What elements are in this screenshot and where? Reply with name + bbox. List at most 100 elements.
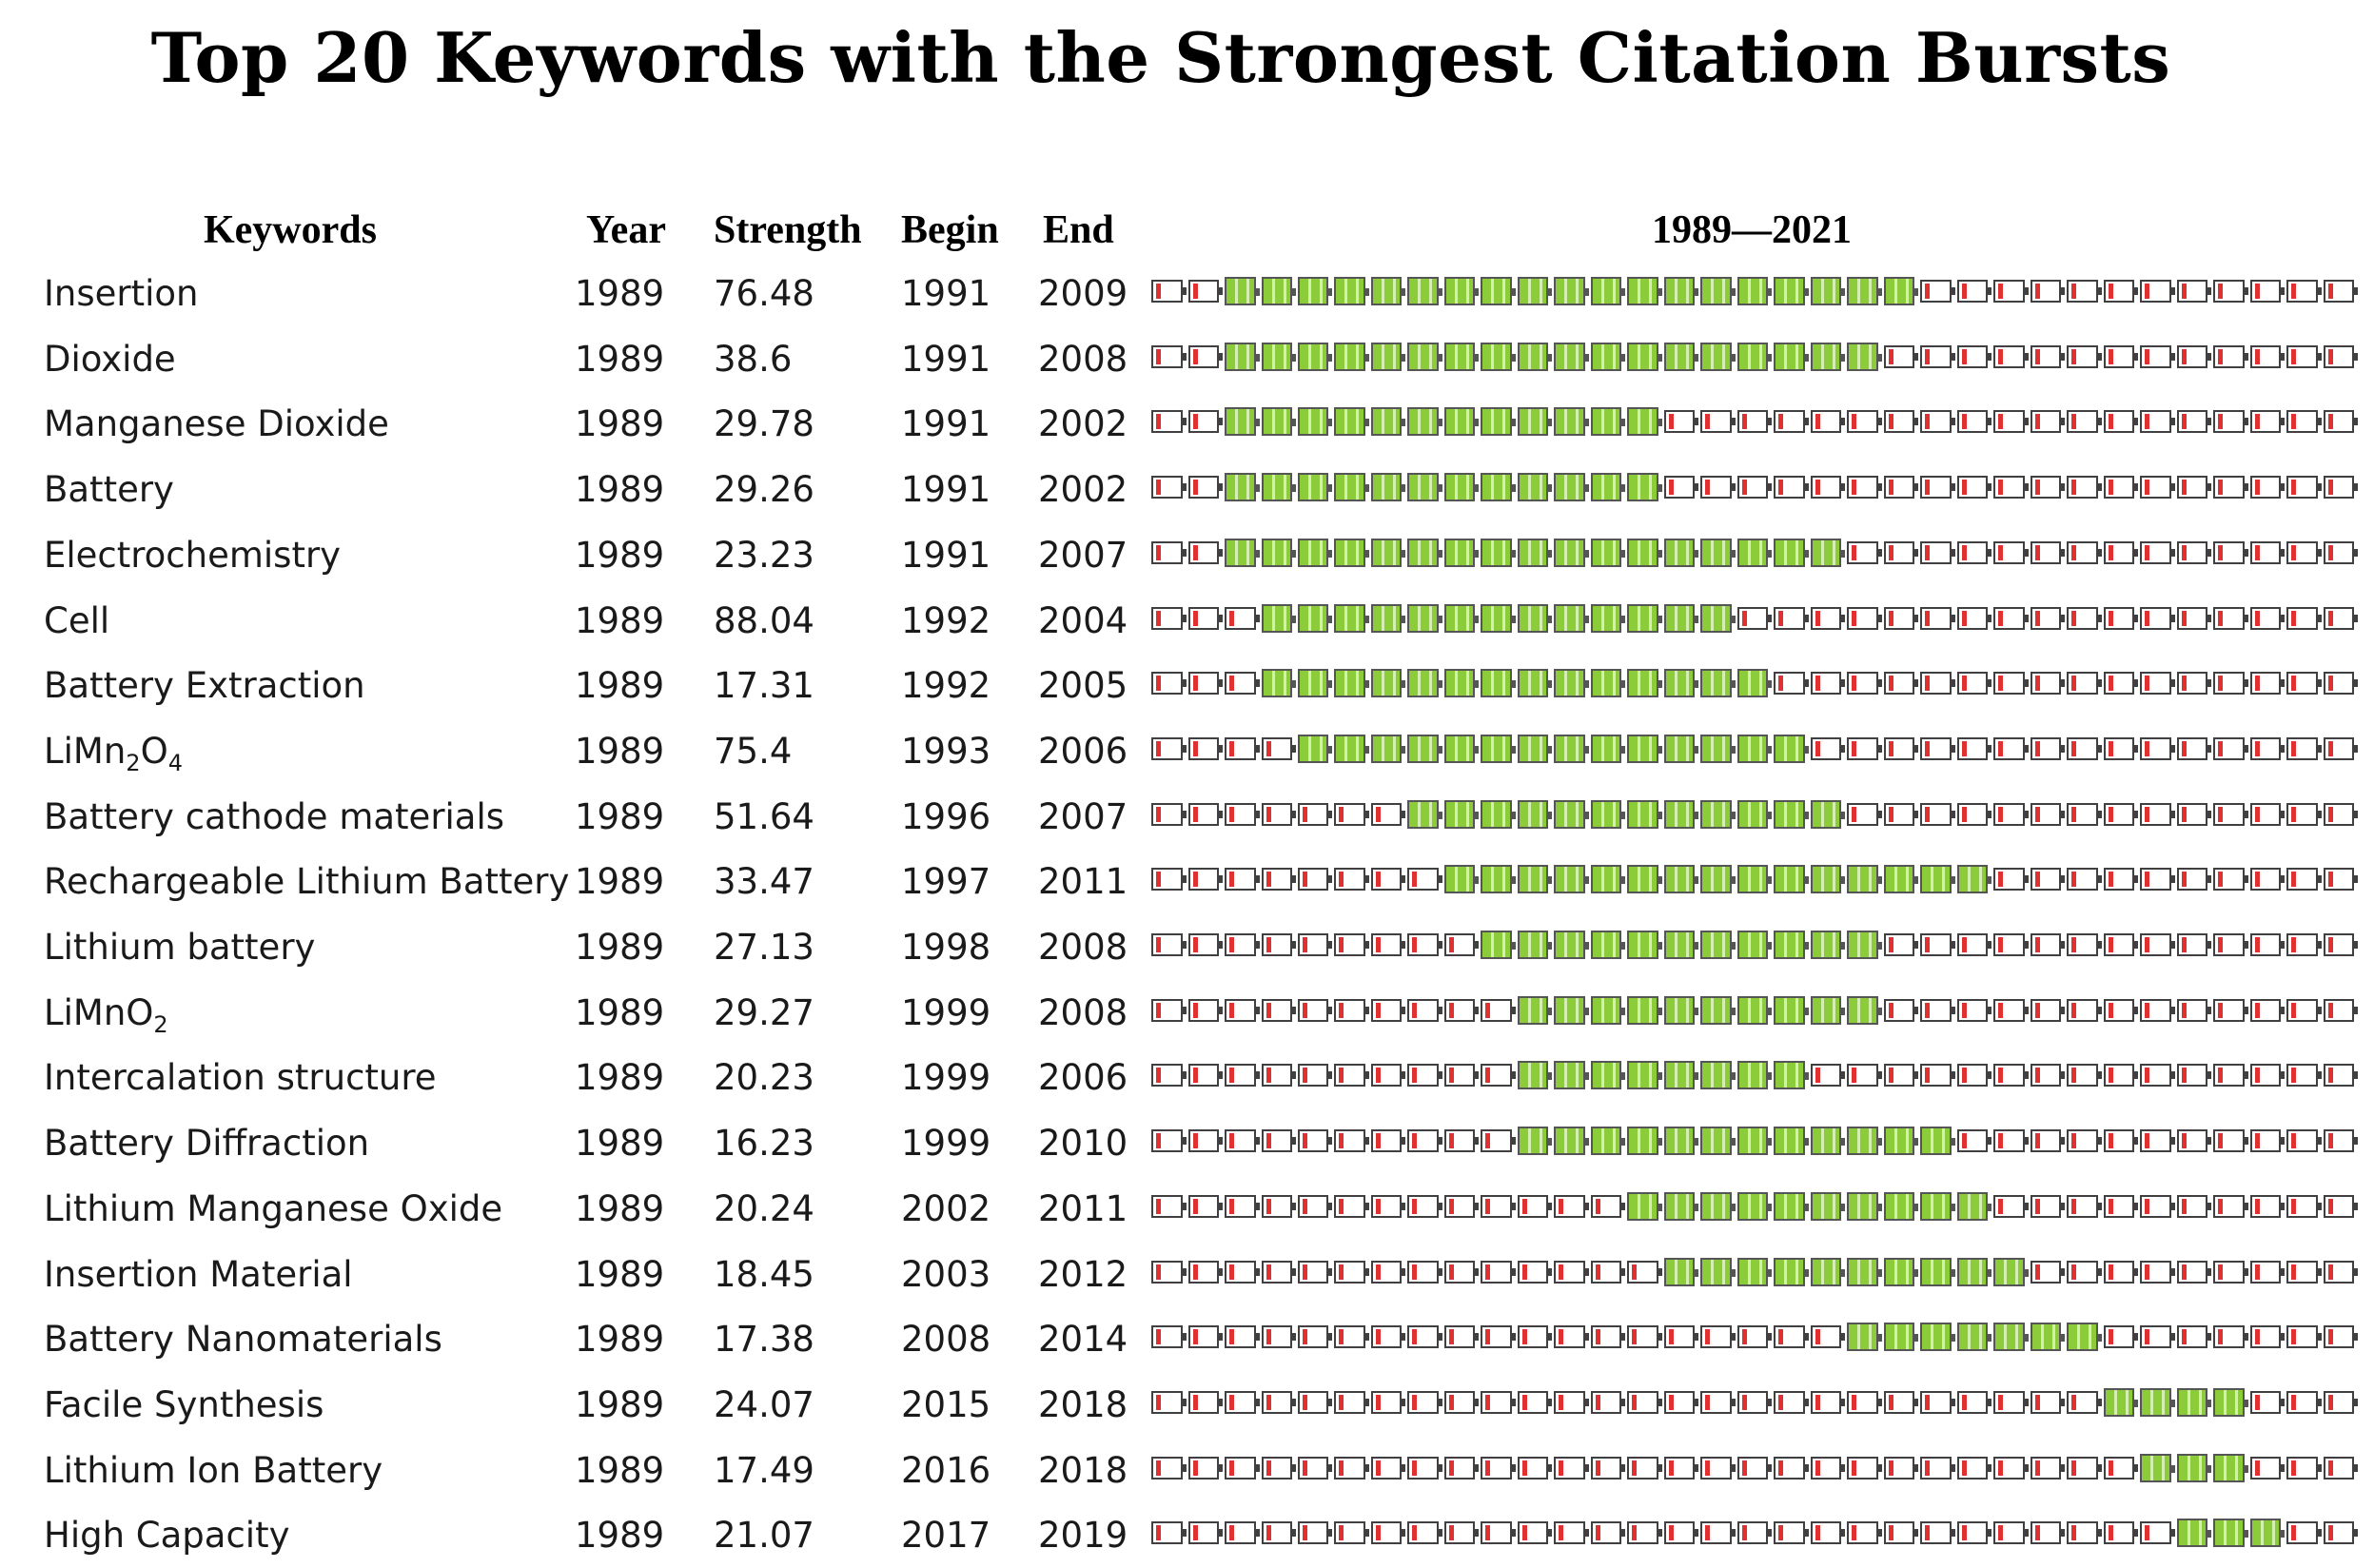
battery-terminal [1584, 419, 1589, 427]
inactive-year-cell [2030, 540, 2066, 564]
low-charge-mark [1961, 610, 1967, 626]
battery-terminal [2061, 1398, 2066, 1406]
low-charge-mark [1339, 1198, 1344, 1214]
battery-terminal [2170, 1399, 2175, 1407]
inactive-year-cell [1700, 1390, 1736, 1414]
battery-terminal [1695, 288, 1699, 296]
begin-cell: 1991 [901, 469, 991, 511]
battery-terminal [1475, 1137, 1480, 1146]
burst-year-cell [1590, 799, 1626, 829]
battery-terminal [2170, 1071, 2175, 1080]
low-charge-mark [2071, 1460, 2077, 1476]
battery-terminal [1731, 615, 1736, 623]
burst-year-cell [1590, 603, 1626, 633]
low-charge-mark [2071, 544, 2077, 560]
year-cell: 1989 [575, 1057, 665, 1099]
battery-terminal [1841, 1333, 1846, 1342]
inactive-year-cell [1663, 410, 1699, 434]
battery-terminal [1292, 941, 1296, 949]
low-charge-mark [1412, 937, 1418, 952]
inactive-year-cell [2030, 1129, 2066, 1153]
battery-terminal [1255, 614, 1260, 622]
battery-terminal [2207, 1464, 2212, 1473]
battery-terminal [2354, 352, 2358, 361]
low-charge-mark [1888, 806, 1893, 822]
burst-year-cell [1225, 342, 1260, 371]
battery-terminal [2244, 941, 2248, 949]
battery-terminal [1438, 419, 1442, 427]
battery-terminal [1584, 1463, 1589, 1472]
burst-year-cell [1590, 734, 1626, 763]
inactive-year-cell [1407, 1129, 1442, 1153]
battery-terminal [1402, 941, 1406, 949]
battery-terminal [2170, 744, 2175, 753]
inactive-year-cell [2030, 606, 2066, 630]
battery-terminal [1364, 419, 1369, 427]
battery-terminal [1658, 353, 1662, 362]
inactive-year-cell [1151, 1325, 1187, 1349]
inactive-year-cell [1297, 998, 1333, 1022]
battery-terminal [1804, 1203, 1809, 1211]
low-charge-mark [2108, 1525, 2113, 1541]
low-charge-mark [1339, 1394, 1344, 1410]
inactive-year-cell [1225, 672, 1260, 696]
inactive-year-cell [2323, 802, 2358, 826]
low-charge-mark [1705, 480, 1711, 496]
burst-year-cell [1700, 1061, 1736, 1090]
battery-terminal [1548, 288, 1553, 296]
low-charge-mark [1192, 1329, 1198, 1345]
battery-terminal [1695, 1529, 1699, 1538]
burst-year-cell [1993, 1323, 2029, 1352]
inactive-year-cell [1700, 410, 1736, 434]
battery-terminal [1914, 1006, 1919, 1014]
battery-terminal [2024, 1463, 2029, 1472]
inactive-year-cell [2140, 1194, 2175, 1218]
battery-terminal [1219, 1137, 1223, 1146]
battery-terminal [1475, 549, 1480, 558]
battery-terminal [1988, 1529, 1992, 1538]
battery-terminal [1475, 1463, 1480, 1472]
battery-terminal [2244, 483, 2248, 492]
battery-terminal [1364, 1398, 1369, 1406]
low-charge-mark [1815, 1394, 1820, 1410]
begin-cell: 1998 [901, 927, 991, 968]
battery-terminal [1951, 941, 1955, 949]
battery-terminal [2024, 744, 2029, 753]
inactive-year-cell [1993, 868, 2029, 892]
inactive-year-cell [1443, 1325, 1480, 1349]
battery-terminal [1695, 1138, 1699, 1147]
inactive-year-cell [1810, 1390, 1846, 1414]
burst-year-cell [1663, 1061, 1699, 1090]
inactive-year-cell [2140, 736, 2175, 760]
battery-terminal [2097, 1463, 2102, 1472]
battery-terminal [1951, 548, 1955, 557]
battery-terminal [2354, 1398, 2358, 1406]
battery-terminal [1804, 811, 1809, 819]
low-charge-mark [2145, 1002, 2150, 1018]
battery-terminal [1731, 1268, 1736, 1277]
burst-year-cell [1481, 865, 1516, 894]
low-charge-mark [1815, 1068, 1820, 1084]
keyword-cell: Insertion [44, 261, 199, 326]
battery-terminal [1402, 549, 1406, 558]
burst-year-cell [1554, 277, 1589, 305]
keyword-text: LiMn [44, 730, 127, 772]
battery-terminal [2317, 679, 2322, 688]
battery-terminal [2244, 352, 2248, 361]
inactive-year-cell [1774, 410, 1809, 434]
inactive-year-cell [1993, 802, 2029, 826]
end-cell: 2009 [1038, 273, 1128, 314]
low-charge-mark [1668, 414, 1674, 430]
battery-terminal [1914, 288, 1919, 296]
low-charge-mark [2181, 414, 2187, 430]
burst-year-cell [1700, 538, 1736, 567]
battery-terminal [1438, 1267, 1442, 1276]
low-charge-mark [1888, 414, 1893, 430]
low-charge-mark [1302, 872, 1307, 888]
battery-terminal [1731, 680, 1736, 689]
low-charge-mark [1339, 1133, 1344, 1149]
table-row: Battery Extraction 1989 17.31 1992 2005 [0, 653, 2374, 718]
inactive-year-cell [1920, 280, 1955, 303]
battery-terminal [1584, 615, 1589, 623]
low-charge-mark [2181, 676, 2187, 692]
